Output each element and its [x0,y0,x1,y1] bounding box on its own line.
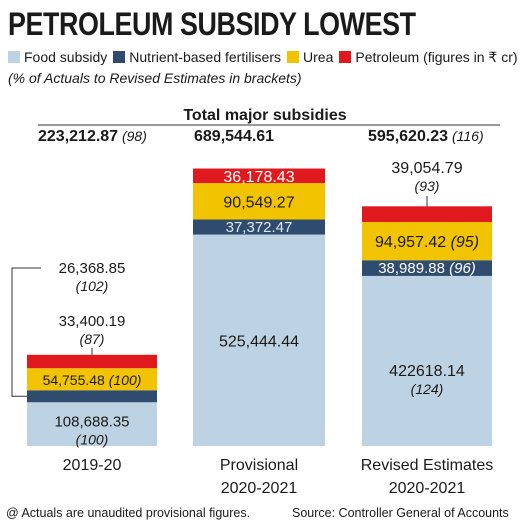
category-label-0: 2019-20 [63,457,122,474]
total-value-0: 223,212.87 (98) [38,128,147,145]
leader-fertilisers-0 [11,267,41,397]
bar-segment-petroleum-0 [27,354,157,369]
bar-segment-food-subsidy-1 [193,234,325,446]
pct-urea-2: (95) [451,234,479,251]
total-pct-0: (98) [118,128,147,144]
pct-petroleum-0: (87) [80,331,105,347]
label-urea-2: 94,957.42 (95) [375,234,479,251]
brackets-note: (% of Actuals to Revised Estimates in br… [8,70,302,86]
legend-item-urea: Urea [287,48,333,66]
label-urea-1: 90,549.27 [223,194,294,211]
pct-urea-0: (100) [109,372,142,388]
pct-fertilisers-0: (102) [76,278,109,294]
label-petroleum-2: 39,054.79 [391,160,462,177]
legend-item-food: Food subsidy [8,48,107,66]
legend: Food subsidy Nutrient-based fertilisers … [8,48,524,66]
pct-fertilisers-2: (96) [449,260,476,277]
label-fertilisers-0: 26,368.85 [59,260,126,277]
bar-segment-food-subsidy-2 [362,275,492,446]
pct-food-2: (124) [411,381,444,397]
category-label-1: Provisional [220,457,298,474]
pct-food-0: (100) [76,431,109,447]
chart-title: PETROLEUM SUBSIDY LOWEST [8,6,416,42]
legend-item-fertilisers: Nutrient-based fertilisers [113,48,281,66]
label-petroleum-1: 36,178.43 [223,169,294,186]
label-fertilisers-2: 38,989.88 (96) [378,260,476,277]
label-urea-0: 54,755.48 (100) [43,372,142,388]
legend-label-food: Food subsidy [24,49,108,65]
legend-swatch-urea [287,51,300,63]
legend-label-fertilisers: Nutrient-based fertilisers [129,49,282,65]
bar-segment-food-subsidy-0 [27,402,157,446]
label-fertilisers-1: 37,372.47 [226,219,293,236]
category-label-line2-2: 2020-2021 [389,480,466,497]
bar-segment-urea-2 [362,222,492,261]
bar-segment-urea-0 [27,368,157,391]
footer-note: @ Actuals are unaudited provisional figu… [6,506,251,520]
legend-swatch-petroleum [339,51,352,63]
total-value-2: 595,620.23 (116) [368,128,484,145]
category-label-2: Revised Estimates [361,457,494,474]
legend-item-petroleum: Petroleum (figures in ₹ cr) [339,48,518,66]
bar-segment-urea-1 [193,183,325,220]
category-label-line2-1: 2020-2021 [221,480,298,497]
label-petroleum-0: 33,400.19 [59,313,126,330]
legend-swatch-fertilisers [113,51,126,63]
total-heading: Total major subsidies [183,107,346,124]
bar-segment-nutrient-based-fertilisers-0 [27,390,157,403]
pct-petroleum-2: (93) [415,178,440,194]
total-value-1: 689,544.61 [194,128,274,145]
bar-segment-petroleum-2 [362,206,492,223]
legend-swatch-food [8,51,20,63]
bar-segment-nutrient-based-fertilisers-2 [362,260,492,276]
footer-source: Source: Controller General of Accounts [292,506,509,520]
legend-label-petroleum: Petroleum (figures in ₹ cr) [355,49,518,65]
total-pct-2: (116) [448,128,484,144]
label-food-0: 108,688.35 [54,413,129,430]
bar-segment-petroleum-1 [193,168,325,184]
bar-segment-nutrient-based-fertilisers-1 [193,219,325,235]
legend-label-urea: Urea [303,49,334,65]
label-food-1: 525,444.44 [219,333,299,350]
label-food-2: 422618.14 [389,363,465,380]
